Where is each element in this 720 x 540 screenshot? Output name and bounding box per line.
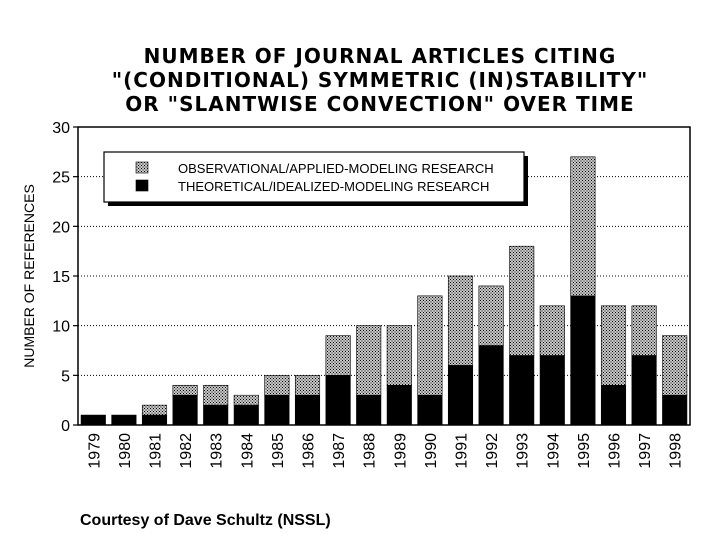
chart-title: NUMBER OF JOURNAL ARTICLES CITING "(COND… [60, 44, 700, 116]
x-tick-label: 1994 [545, 433, 562, 469]
x-tick-label: 1990 [423, 433, 440, 469]
legend-swatch-theoretical [135, 179, 149, 192]
bar-observational [447, 275, 474, 366]
bar-theoretical [417, 394, 443, 426]
x-tick-label: 1988 [362, 433, 379, 469]
legend-label-theoretical: THEORETICAL/IDEALIZED-MODELING RESEARCH [178, 179, 489, 194]
bar-observational [233, 394, 259, 406]
bar-observational [417, 295, 443, 396]
title-line-2: "(CONDITIONAL) SYMMETRIC (IN)STABILITY" [111, 68, 649, 92]
x-tick-label: 1996 [607, 433, 624, 469]
x-tick-label: 1982 [178, 433, 195, 469]
bar-theoretical [264, 394, 290, 426]
x-tick-label: 1985 [270, 433, 287, 469]
x-tick-label: 1997 [637, 433, 654, 469]
y-tick-label: 5 [61, 368, 70, 385]
bar-theoretical [294, 394, 321, 426]
bar-theoretical [111, 414, 137, 426]
x-tick-label: 1981 [148, 433, 165, 469]
bar-observational [478, 285, 504, 346]
bar-theoretical [141, 414, 168, 426]
bar-theoretical [356, 394, 382, 426]
bar-observational [356, 325, 382, 396]
bar-theoretical [570, 295, 596, 426]
x-tick-label: 1993 [515, 433, 532, 469]
credit-text: Courtesy of Dave Schultz (NSSL) [80, 512, 331, 529]
bar-observational [600, 305, 627, 386]
bar-observational [325, 335, 351, 376]
bar-observational [662, 335, 688, 396]
y-tick-label: 30 [52, 120, 70, 137]
title-line-1: NUMBER OF JOURNAL ARTICLES CITING [143, 44, 617, 68]
legend-label-observational: OBSERVATIONAL/APPLIED-MODELING RESEARCH [178, 161, 494, 176]
bar-theoretical [80, 414, 106, 426]
x-tick-label: 1987 [331, 433, 348, 469]
bar-observational [264, 375, 290, 396]
bar-observational [203, 384, 229, 406]
bar-theoretical [386, 384, 412, 426]
bar-observational [386, 325, 412, 386]
bar-theoretical [233, 404, 259, 426]
x-tick-label: 1979 [86, 433, 103, 469]
bar-theoretical [600, 384, 627, 426]
y-tick-label: 0 [61, 418, 70, 435]
bar-theoretical [447, 365, 474, 426]
bar-theoretical [662, 394, 688, 426]
x-tick-label: 1980 [117, 433, 134, 469]
bar-observational [631, 305, 657, 356]
bar-theoretical [478, 345, 504, 426]
bar-theoretical [172, 394, 198, 426]
bar-theoretical [539, 355, 565, 426]
x-tick-label: 1995 [576, 433, 593, 469]
legend-swatch-observational [135, 161, 149, 174]
y-axis-label: NUMBER OF REFERENCES [21, 184, 37, 368]
x-tick-label: 1989 [392, 433, 409, 469]
y-tick-label: 15 [52, 269, 70, 286]
bar-observational [294, 375, 321, 396]
x-tick-label: 1992 [484, 433, 501, 469]
bar-theoretical [203, 404, 229, 426]
bar-theoretical [631, 355, 657, 426]
title-line-3: OR "SLANTWISE CONVECTION" OVER TIME [125, 92, 635, 116]
y-tick-label: 10 [52, 319, 70, 336]
x-tick-label: 1991 [454, 433, 471, 469]
bar-theoretical [509, 355, 535, 426]
bar-observational [141, 404, 168, 416]
x-tick-label: 1986 [301, 433, 318, 469]
y-tick-label: 20 [52, 219, 70, 236]
bar-theoretical [325, 375, 351, 426]
x-tick-label: 1998 [668, 433, 685, 469]
bar-observational [539, 305, 565, 356]
bar-observational [509, 245, 535, 356]
bar-observational [172, 384, 198, 396]
x-tick-label: 1983 [209, 433, 226, 469]
x-tick-label: 1984 [239, 433, 256, 469]
y-tick-label: 25 [52, 170, 70, 187]
legend-box [103, 151, 525, 203]
bar-observational [570, 156, 596, 297]
